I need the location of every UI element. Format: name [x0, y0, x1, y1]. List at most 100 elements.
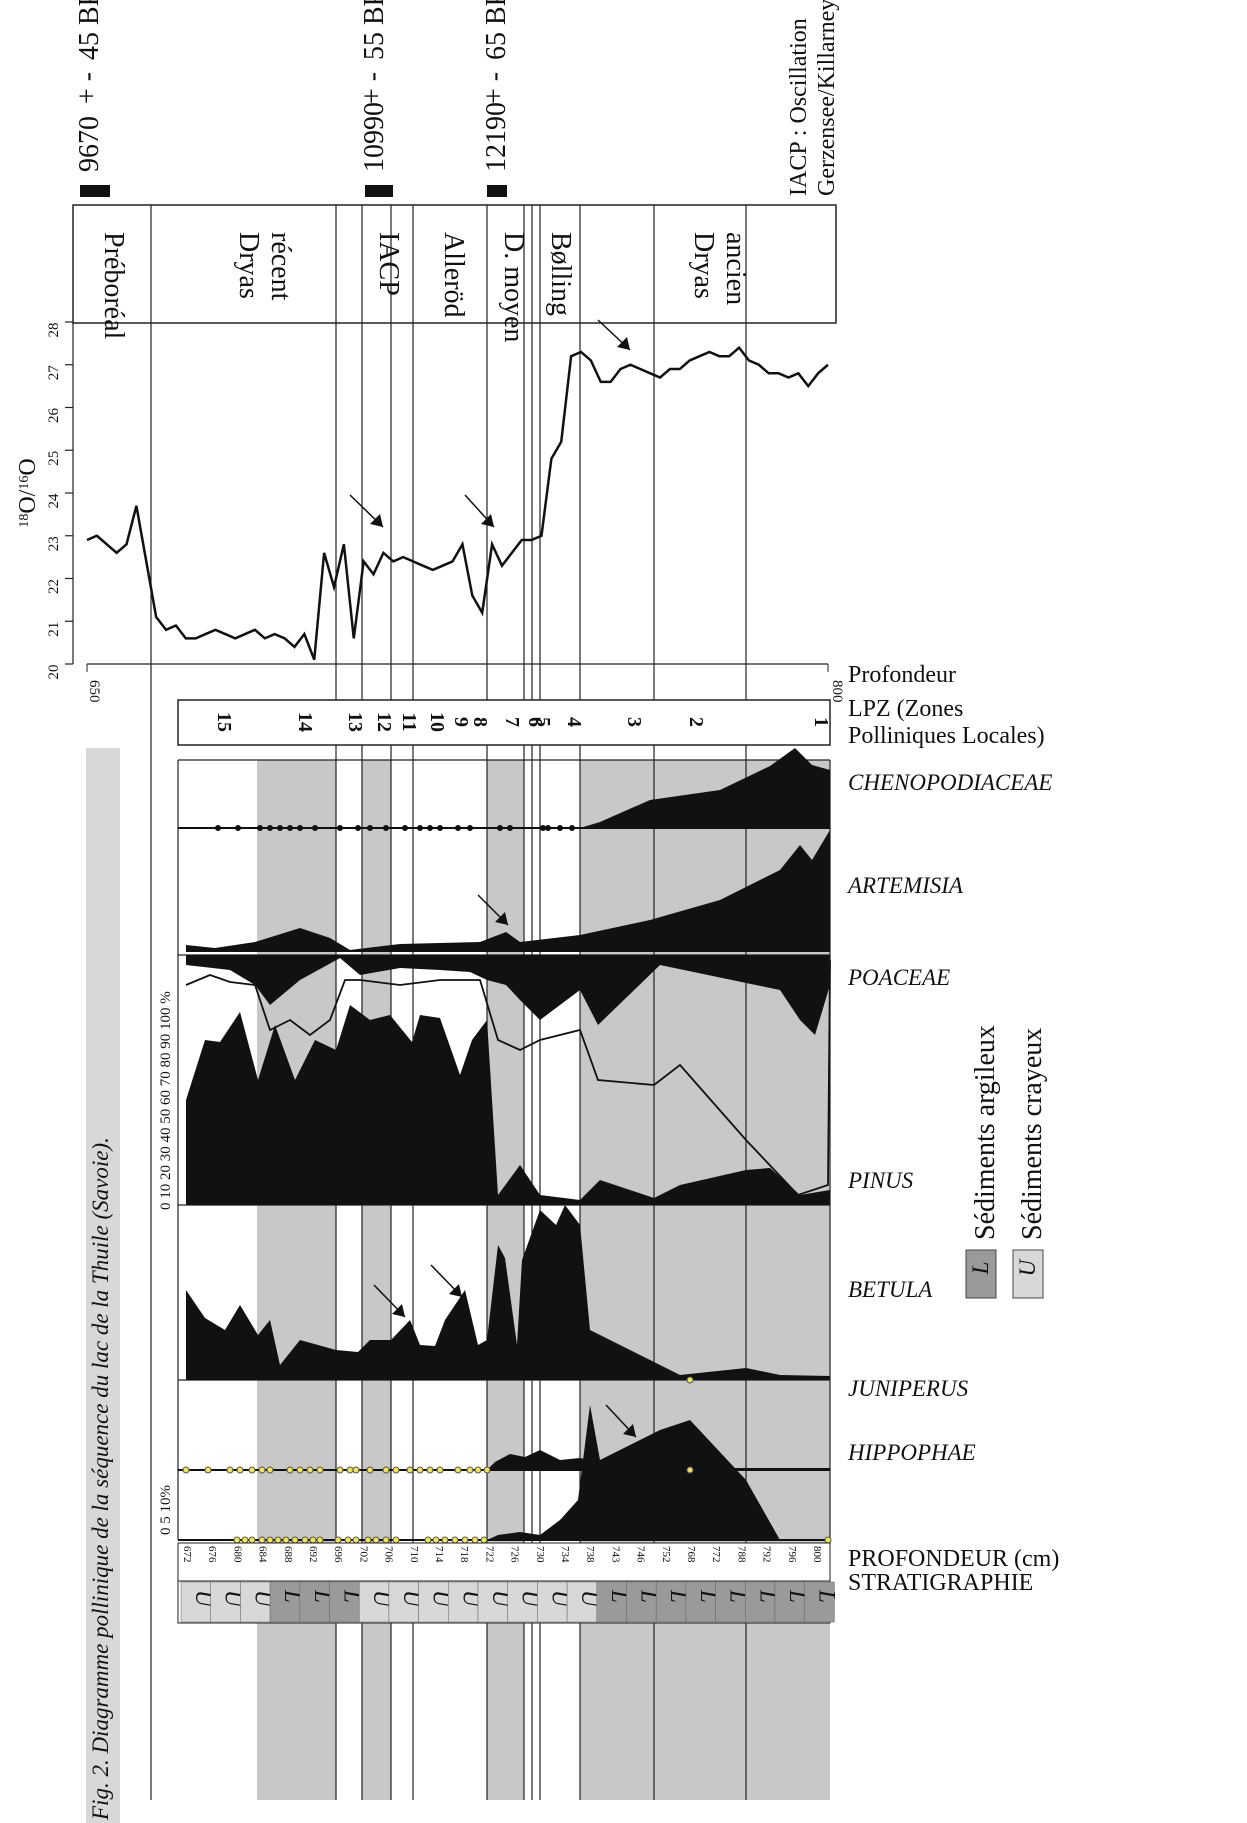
lpz-zone-number: 7 [501, 717, 523, 727]
depth-tick-label: 710 [408, 1546, 420, 1563]
date-bar [80, 185, 110, 197]
iacp-note-1: IACP : Oscillation [786, 18, 812, 196]
chronozone-label: D. moyen [498, 232, 529, 342]
presence-dot [402, 825, 408, 831]
depth-tick-label: 688 [282, 1546, 294, 1563]
depth-tick-label: 672 [181, 1546, 193, 1563]
hippophae-dot [364, 1536, 372, 1544]
depth-axis-label: PROFONDEUR (cm) [848, 1546, 1059, 1572]
hippophae-dot [372, 1536, 380, 1544]
hippophae-dot [241, 1536, 249, 1544]
depth-tick-label: 792 [761, 1546, 773, 1563]
strat-unit: U [221, 1590, 246, 1608]
juniperus-dot [336, 1466, 344, 1474]
date-plus-minus: + - [72, 72, 103, 104]
taxon-label-juniperus: JUNIPERUS [848, 1376, 969, 1401]
lpz-zone-number: 2 [685, 717, 707, 727]
juniperus-dot [182, 1466, 190, 1474]
presence-dot [297, 825, 303, 831]
chronozone-label: Dryas [688, 232, 719, 299]
taxon-label-hippophae: HIPPOPHAE [847, 1440, 976, 1465]
strat-unit: L [666, 1589, 691, 1603]
hippophae-dot [432, 1536, 440, 1544]
grey-band-0 [257, 760, 336, 1800]
presence-dot [569, 825, 575, 831]
hippophae-dot [471, 1536, 479, 1544]
isotope-tick-label: 21 [46, 622, 62, 637]
strat-unit: L [755, 1589, 780, 1603]
presence-dot [337, 825, 343, 831]
juniperus-dot [346, 1466, 354, 1474]
presence-dot [312, 825, 318, 831]
date-plus-minus: + - [357, 72, 388, 104]
isotope-tick-label: 20 [46, 665, 62, 680]
isotope-label-part: O [15, 458, 41, 475]
annotation-arrowhead [392, 1304, 405, 1317]
presence-dot [427, 825, 433, 831]
chronozone-label: Préboréal [98, 232, 129, 340]
hippophae-dot [424, 1536, 432, 1544]
lpz-zone-number: 6 [524, 717, 546, 727]
isotope-axis-label: 18O/16O [15, 458, 41, 527]
date-error: 65 BP [481, 0, 512, 60]
hippophae-dot [461, 1536, 469, 1544]
hippophae-dot [480, 1536, 488, 1544]
presence-dot [215, 825, 221, 831]
caption-bar [86, 748, 120, 1823]
presence-dot [257, 825, 263, 831]
strat-unit: L [280, 1589, 305, 1603]
chronozone-label: Dryas [233, 232, 264, 299]
depth-tick-label: 800 [811, 1546, 823, 1563]
betula-curve [186, 1205, 830, 1380]
hippophae-dot [233, 1536, 241, 1544]
juniperus-dot [306, 1466, 314, 1474]
presence-dot [557, 825, 563, 831]
strat-unit: U [429, 1590, 454, 1608]
presence-dot [540, 825, 546, 831]
presence-dot [545, 825, 551, 831]
legend-label: Sédiments argileux [970, 1025, 1001, 1240]
artemisia-curve [186, 830, 830, 952]
lpz-zone-number: 9 [450, 717, 472, 727]
depth-row [177, 1542, 831, 1582]
strat-unit: U [191, 1590, 216, 1608]
strat-unit: L [637, 1589, 662, 1603]
strat-cell [774, 1581, 805, 1623]
lpz-label-2: Polliniques Locales) [848, 723, 1045, 749]
figure-caption: Fig. 2. Diagramme pollinique de la séque… [88, 1137, 113, 1821]
legend-label: Sédiments crayeux [1017, 1028, 1048, 1240]
juniperus-dot [286, 1466, 294, 1474]
presence-dot [267, 825, 273, 831]
juniperus-dot [382, 1466, 390, 1474]
lpz-zone-number: 11 [398, 713, 420, 732]
strat-unit: L [607, 1589, 632, 1603]
depth-tick-label: 734 [559, 1546, 571, 1563]
juniperus-dot [248, 1466, 256, 1474]
presence-dot [497, 825, 503, 831]
presence-dot [437, 825, 443, 831]
depth-tick-label: 696 [332, 1546, 344, 1563]
chronozone-box [72, 204, 837, 324]
presence-dot [455, 825, 461, 831]
chronozone-label-2: ancien [720, 232, 751, 305]
legend-symbol: U [1015, 1258, 1040, 1276]
depth-tick-label: 718 [458, 1546, 470, 1563]
hippophae-curve [487, 1405, 780, 1540]
lpz-zone-number: 3 [623, 717, 645, 727]
juniperus-dot [204, 1466, 212, 1474]
strat-unit: L [310, 1589, 335, 1603]
hippophae-dot [291, 1536, 299, 1544]
depth-tick-label: 726 [509, 1546, 521, 1563]
depth-tick-label: 743 [609, 1546, 621, 1563]
taxon-label-chenopodiaceae: CHENOPODIACEAE [848, 770, 1052, 795]
depth-tick-label: 722 [483, 1546, 495, 1563]
isotope-label-part: O/ [15, 489, 41, 513]
lpz-label-1: LPZ (Zones [848, 696, 963, 722]
annotation-arrowhead [623, 1424, 636, 1437]
annotation-arrowhead [495, 912, 508, 925]
strat-cell [210, 1581, 241, 1623]
isotope-tick-label: 28 [46, 323, 62, 338]
poaceae-curve [186, 955, 830, 1035]
date-error: 55 BP [359, 0, 390, 60]
